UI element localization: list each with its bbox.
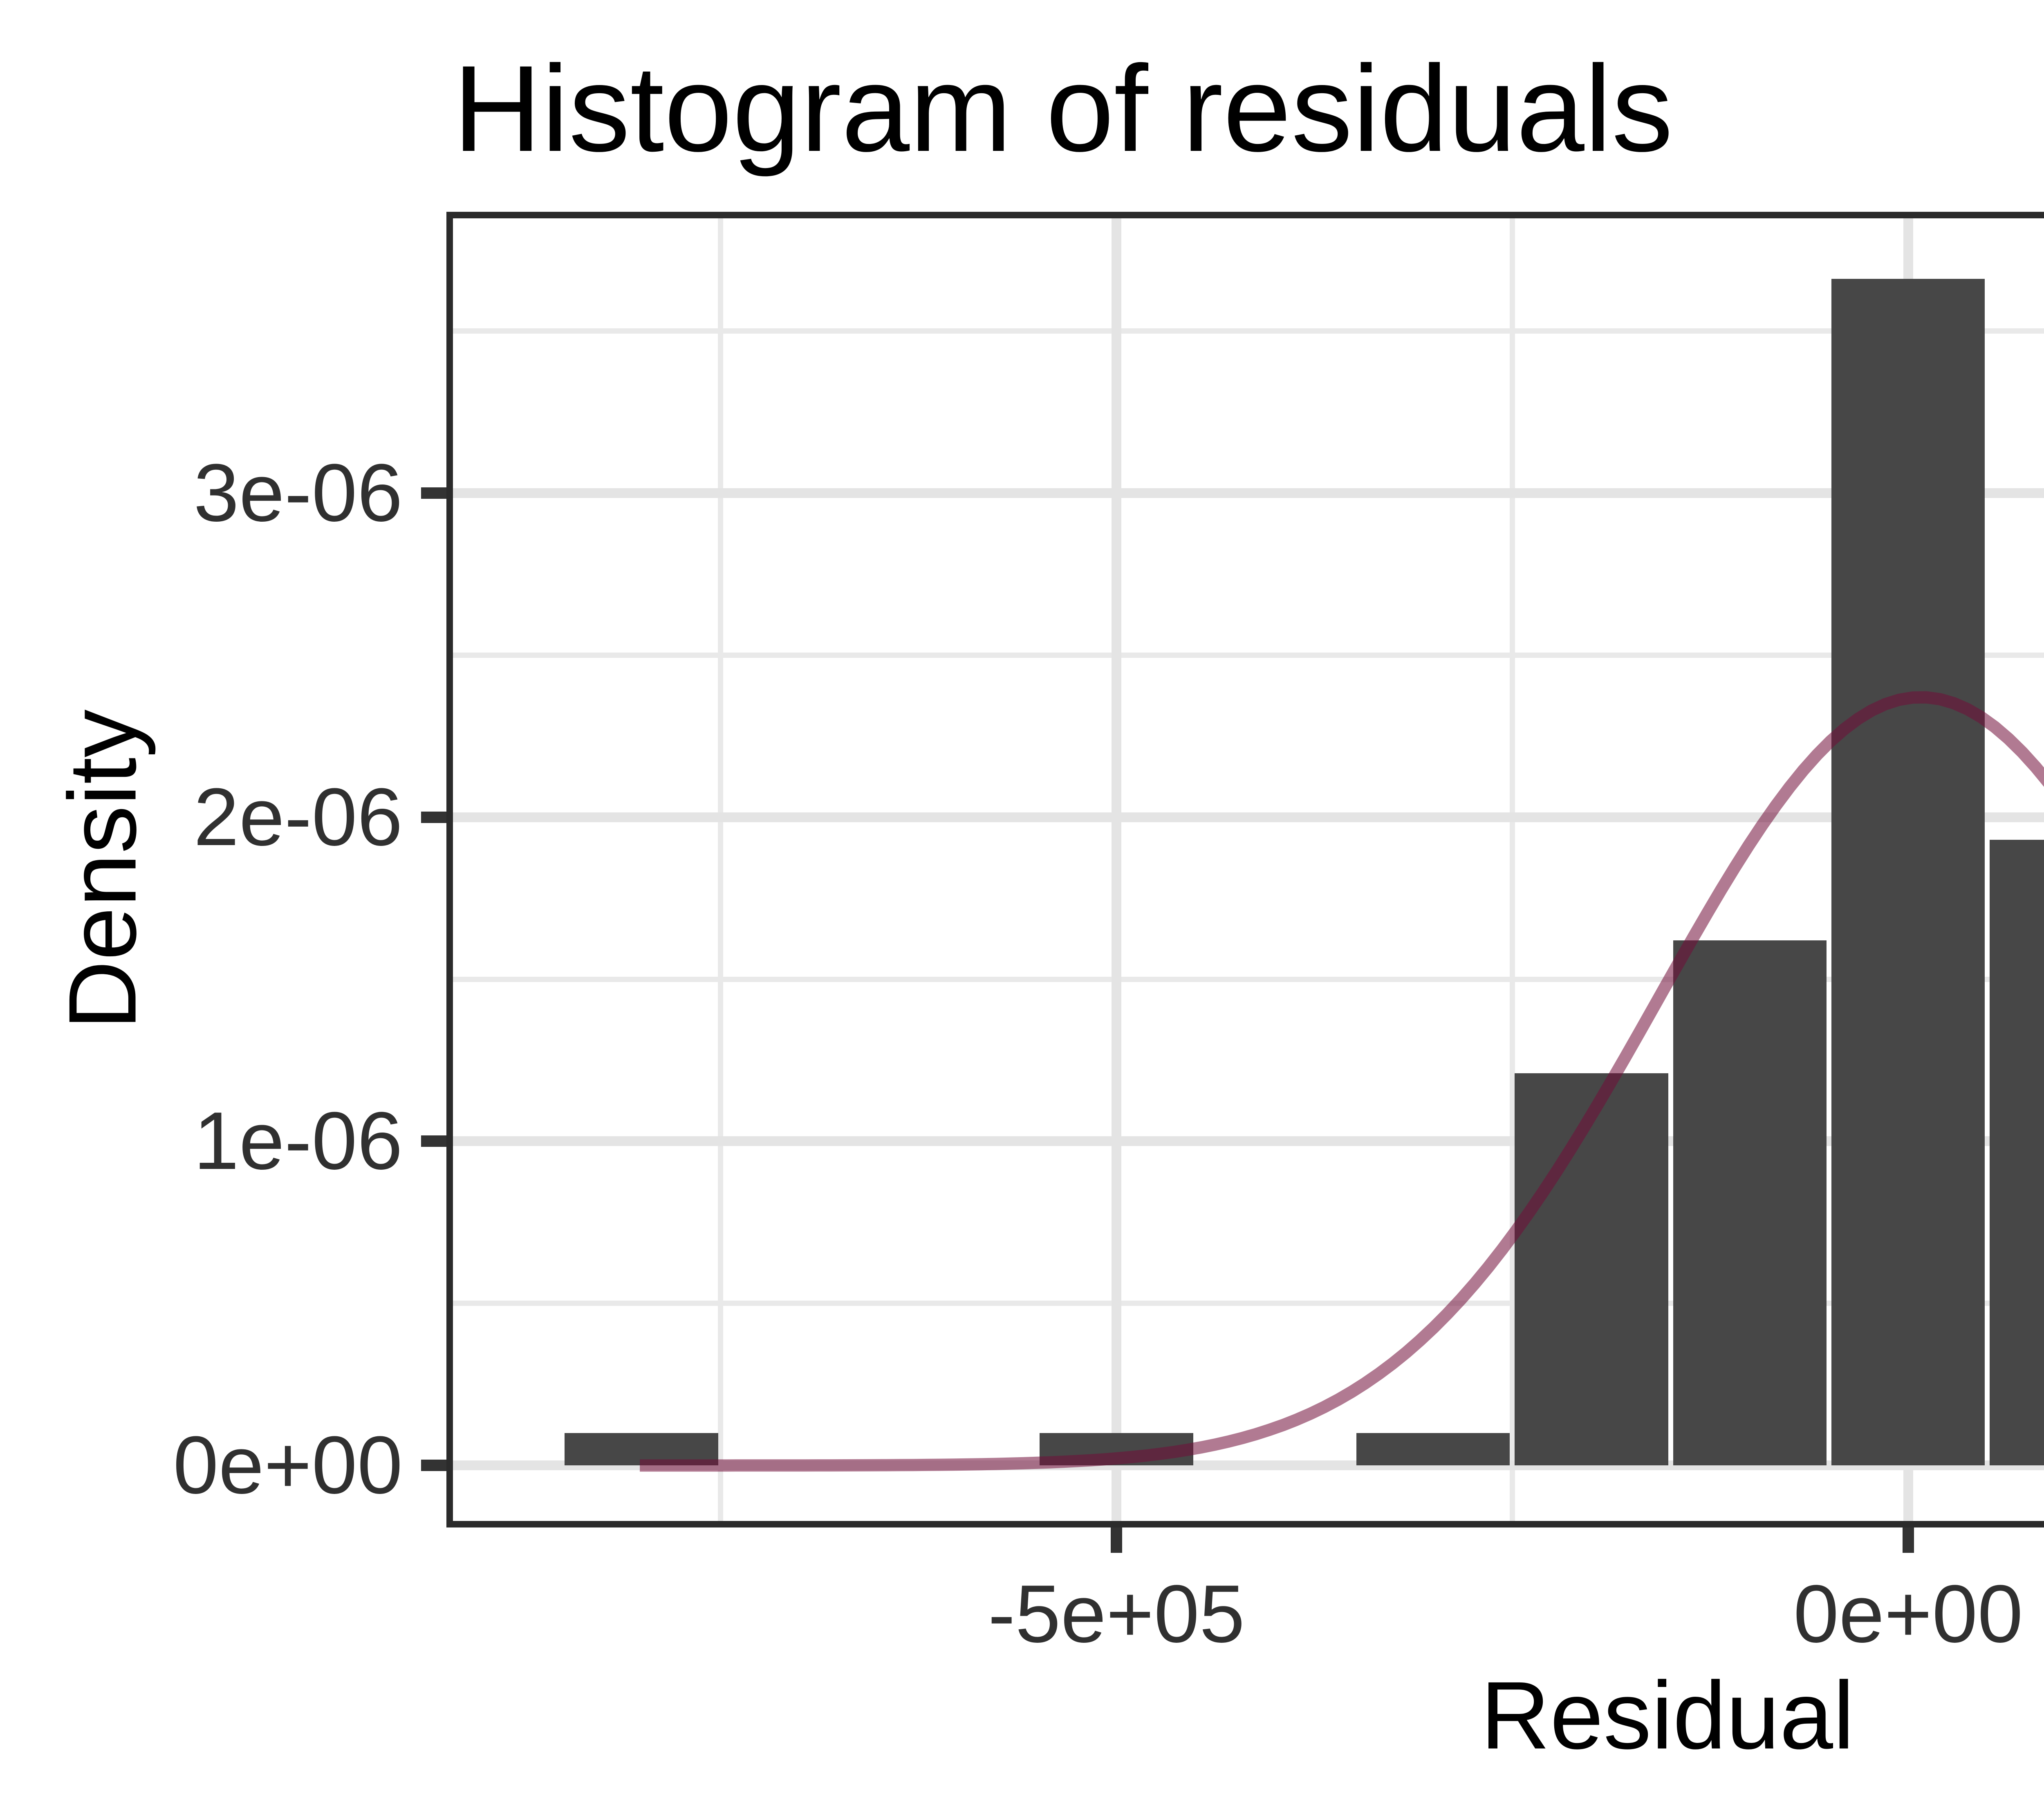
y-tick-mark (421, 1135, 446, 1147)
x-tick-label: 0e+00 (1793, 1568, 2023, 1660)
histogram-bar (1990, 840, 2044, 1466)
histogram-bar (1515, 1073, 1668, 1466)
y-major-gridline (453, 488, 2044, 498)
y-tick-mark (421, 487, 446, 499)
y-tick-mark (421, 811, 446, 823)
y-tick-label: 3e-06 (193, 447, 403, 538)
density-curve (640, 691, 2044, 1472)
density-curve-path (640, 691, 2044, 1472)
y-tick-label: 0e+00 (173, 1420, 403, 1511)
y-axis-title: Density (48, 709, 156, 1030)
histogram-bar (1831, 279, 1985, 1466)
chart-title: Histogram of residuals (453, 40, 1673, 177)
x-minor-gridline (718, 218, 724, 1521)
y-minor-gridline (453, 976, 2044, 982)
histogram-bar (1673, 940, 1827, 1466)
x-axis-title: Residual (1480, 1661, 1855, 1769)
y-tick-mark (421, 1460, 446, 1471)
histogram-bar (1356, 1433, 1510, 1466)
x-tick-mark (1111, 1527, 1122, 1553)
y-major-gridline (453, 812, 2044, 822)
x-tick-label: -5e+05 (988, 1568, 1245, 1660)
y-minor-gridline (453, 328, 2044, 334)
x-major-gridline (1112, 218, 1121, 1521)
x-minor-gridline (1509, 218, 1515, 1521)
y-tick-label: 2e-06 (193, 771, 403, 863)
y-tick-label: 1e-06 (193, 1095, 403, 1187)
y-minor-gridline (453, 652, 2044, 658)
x-tick-mark (1902, 1527, 1914, 1553)
